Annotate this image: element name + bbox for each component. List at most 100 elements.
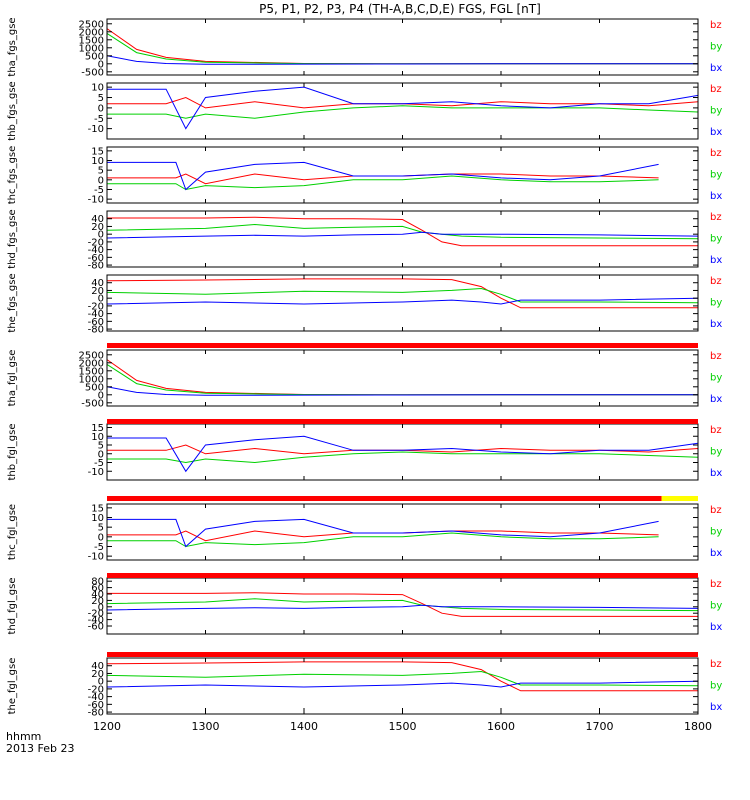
y-tick-label: 0 xyxy=(98,390,104,401)
legend-bz: bz xyxy=(710,425,722,436)
series-line-bx xyxy=(106,604,699,611)
status-bars xyxy=(107,343,698,657)
y-tick-label: -60 xyxy=(88,700,104,711)
series-line-bx xyxy=(107,435,699,473)
series-line-bx xyxy=(106,680,699,688)
y-tick-label: 0 xyxy=(98,449,104,460)
legend-bx: bx xyxy=(710,468,722,479)
footer-date: 2013 Feb 23 xyxy=(6,742,74,755)
y-axis-label: thb_fgs_gse xyxy=(7,81,18,140)
y-tick-label: 10 xyxy=(91,156,104,167)
y-tick-label: 10 xyxy=(91,432,104,443)
y-tick-label: -80 xyxy=(88,261,104,272)
y-tick-label: 0 xyxy=(98,677,104,688)
series-line-by xyxy=(106,670,699,687)
y-tick-label: -500 xyxy=(81,67,104,78)
legend-bx: bx xyxy=(710,702,722,713)
y-tick-label: -20 xyxy=(88,301,104,312)
y-axis-label: thc_fgs_gse xyxy=(7,146,18,205)
y-tick-label: -10 xyxy=(88,195,104,206)
status-bar-segment xyxy=(107,496,662,501)
y-tick-label: 10 xyxy=(91,513,104,524)
legend-by: by xyxy=(710,106,722,117)
y-tick-label: 80 xyxy=(91,577,104,588)
y-tick-label: 0 xyxy=(98,103,104,114)
y-axis-label: the_fgs_gse xyxy=(7,273,18,332)
y-tick-label: -60 xyxy=(88,317,104,328)
series-line-by xyxy=(107,451,699,464)
y-tick-label: 2000 xyxy=(79,27,104,38)
y-tick-label: -10 xyxy=(88,552,104,563)
status-bar-segment xyxy=(107,652,698,657)
series-line-bz xyxy=(106,661,698,692)
panel-frame xyxy=(106,503,699,561)
y-tick-label: 500 xyxy=(85,51,104,62)
y-tick-label: 2500 xyxy=(79,19,104,30)
y-tick-label: 0 xyxy=(98,230,104,241)
panel-frame xyxy=(106,577,699,635)
legend-bx: bx xyxy=(710,622,722,633)
y-tick-label: 20 xyxy=(91,222,104,233)
x-tick-label: 1700 xyxy=(586,720,614,733)
legend-by: by xyxy=(710,527,722,538)
series-line-bz xyxy=(106,28,698,65)
legend-by: by xyxy=(710,170,722,181)
y-tick-label: 0 xyxy=(98,602,104,613)
y-axis-label: tha_fgs_gse xyxy=(7,17,18,76)
legend-bx: bx xyxy=(710,394,722,405)
series-line-bz xyxy=(107,96,699,109)
y-tick-label: -40 xyxy=(88,309,104,320)
status-bar-segment xyxy=(107,419,698,424)
legend-by: by xyxy=(710,234,722,245)
y-tick-label: 0 xyxy=(98,532,104,543)
y-tick-label: -10 xyxy=(88,124,104,135)
legend-by: by xyxy=(710,447,722,458)
panel-frame xyxy=(106,274,699,332)
legend-by: by xyxy=(710,298,722,309)
series-line-by xyxy=(106,363,698,396)
legend-bx: bx xyxy=(710,255,722,266)
series-line-bx xyxy=(107,161,659,191)
y-tick-label: -80 xyxy=(88,325,104,336)
legend-bx: bx xyxy=(710,127,722,138)
y-tick-label: -20 xyxy=(88,684,104,695)
y-tick-label: 500 xyxy=(85,382,104,393)
y-tick-label: 60 xyxy=(91,583,104,594)
y-tick-label: -500 xyxy=(81,398,104,409)
x-tick-label: 1500 xyxy=(389,720,417,733)
y-tick-label: -10 xyxy=(88,467,104,478)
series-line-bx xyxy=(106,231,699,239)
status-bar-segment xyxy=(661,496,698,501)
y-tick-label: -5 xyxy=(94,542,104,553)
x-tick-label: 1600 xyxy=(487,720,515,733)
y-tick-label: -40 xyxy=(88,692,104,703)
y-tick-label: 40 xyxy=(91,590,104,601)
x-tick-label: 1200 xyxy=(93,720,121,733)
y-axis-label: thb_fgl_gse xyxy=(7,424,18,481)
y-tick-label: 40 xyxy=(91,214,104,225)
y-axis-label: tha_fgl_gse xyxy=(7,350,18,407)
panel-frame xyxy=(106,146,699,204)
x-tick-label: 1300 xyxy=(192,720,220,733)
y-tick-label: 1500 xyxy=(79,35,104,46)
y-tick-label: 2000 xyxy=(79,358,104,369)
panel-frame xyxy=(106,18,699,76)
series-line-by xyxy=(107,105,699,119)
legend-bz: bz xyxy=(710,212,722,223)
y-tick-label: 1000 xyxy=(79,43,104,54)
y-tick-label: -5 xyxy=(94,114,104,125)
y-tick-label: -20 xyxy=(88,609,104,620)
legend-bx: bx xyxy=(710,63,722,74)
series-line-by xyxy=(106,598,699,612)
y-axis-label: thd_fgs_gse xyxy=(7,209,18,268)
y-tick-label: -5 xyxy=(94,185,104,196)
y-tick-label: -20 xyxy=(88,237,104,248)
